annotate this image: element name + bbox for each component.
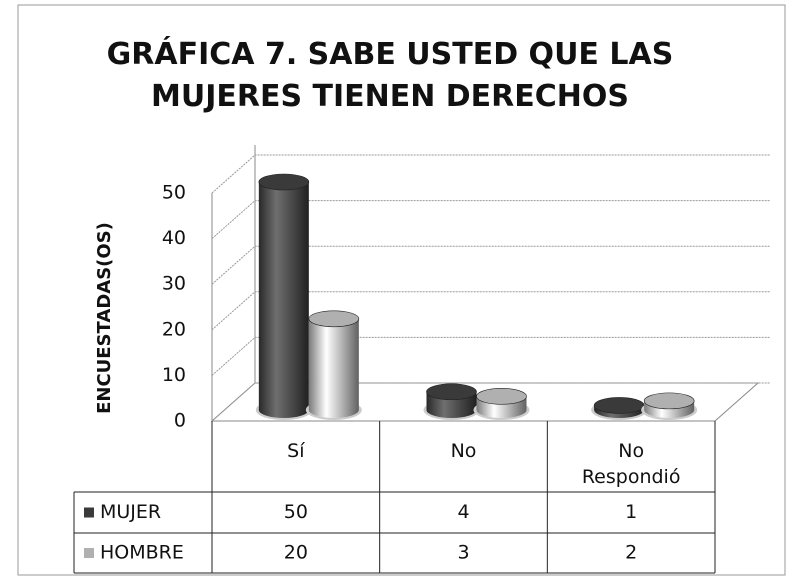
y-tick-label: 30 [162, 273, 186, 295]
y-tick-label: 0 [174, 410, 186, 432]
y-tick-label: 20 [162, 318, 186, 340]
x-tick-label: No [450, 440, 477, 462]
grid-line [211, 200, 770, 239]
table-value: 3 [457, 542, 469, 564]
grid-line [211, 154, 770, 194]
y-axis-label: ENCUESTADAS(OS) [94, 222, 115, 414]
grid-line [211, 245, 770, 285]
table-value: 4 [457, 501, 469, 523]
table-value: 20 [284, 542, 308, 564]
y-tick-label: 10 [162, 364, 186, 386]
legend-swatch [84, 548, 94, 558]
chart-title: GRÁFICA 7. SABE USTED QUE LAS MUJERES TI… [106, 37, 674, 114]
table-value: 1 [625, 501, 637, 523]
table-value: 2 [625, 542, 637, 564]
bar [305, 310, 362, 420]
bar [473, 388, 530, 420]
bar [423, 383, 480, 420]
bar [641, 392, 698, 420]
y-tick-label: 50 [162, 182, 186, 204]
grid-line [211, 382, 770, 422]
legend-swatch [84, 507, 94, 518]
chart-frame [17, 4, 786, 576]
legend-label: HOMBRE [100, 542, 184, 564]
legend-label: MUJER [100, 501, 161, 523]
grid-line [211, 291, 770, 331]
bar [591, 397, 648, 420]
bar [255, 173, 312, 420]
grid-line [211, 336, 770, 376]
x-tick-label: No Respondió [581, 440, 681, 488]
x-tick-label: Sí [287, 440, 305, 462]
table-value: 50 [284, 501, 308, 523]
y-tick-label: 40 [162, 227, 186, 249]
